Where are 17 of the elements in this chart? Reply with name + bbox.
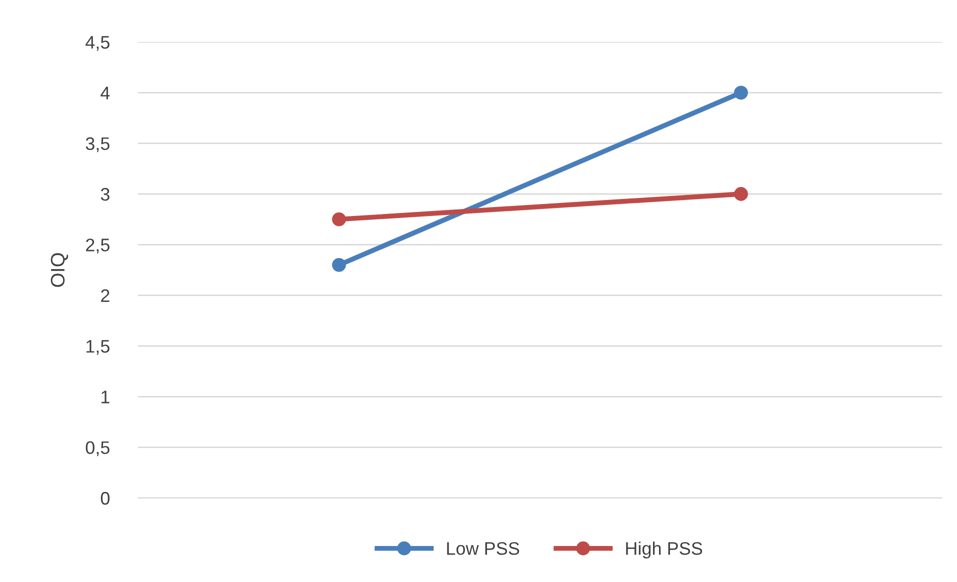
point	[332, 258, 346, 272]
y-tick-label: 3	[100, 188, 110, 201]
y-tick-label: 2	[101, 289, 110, 302]
y-tick-label: 1,5	[86, 340, 110, 355]
y-tick-label: 2,5	[86, 238, 110, 254]
y-tick-label: 4,5	[86, 36, 110, 51]
y-tick-label: 3,5	[86, 137, 110, 152]
y-tick-label: 1	[102, 390, 110, 404]
legend-label: Low PSS	[447, 542, 520, 555]
y-axis-title: OIQ	[50, 253, 68, 287]
y-tick-label: 0,5	[86, 441, 110, 456]
y-tick-label: 0	[100, 492, 110, 505]
y-tick-label: 4	[100, 86, 110, 100]
point	[332, 212, 346, 226]
legend-label: High PSS	[626, 542, 702, 558]
point	[734, 187, 748, 201]
point	[734, 86, 748, 100]
